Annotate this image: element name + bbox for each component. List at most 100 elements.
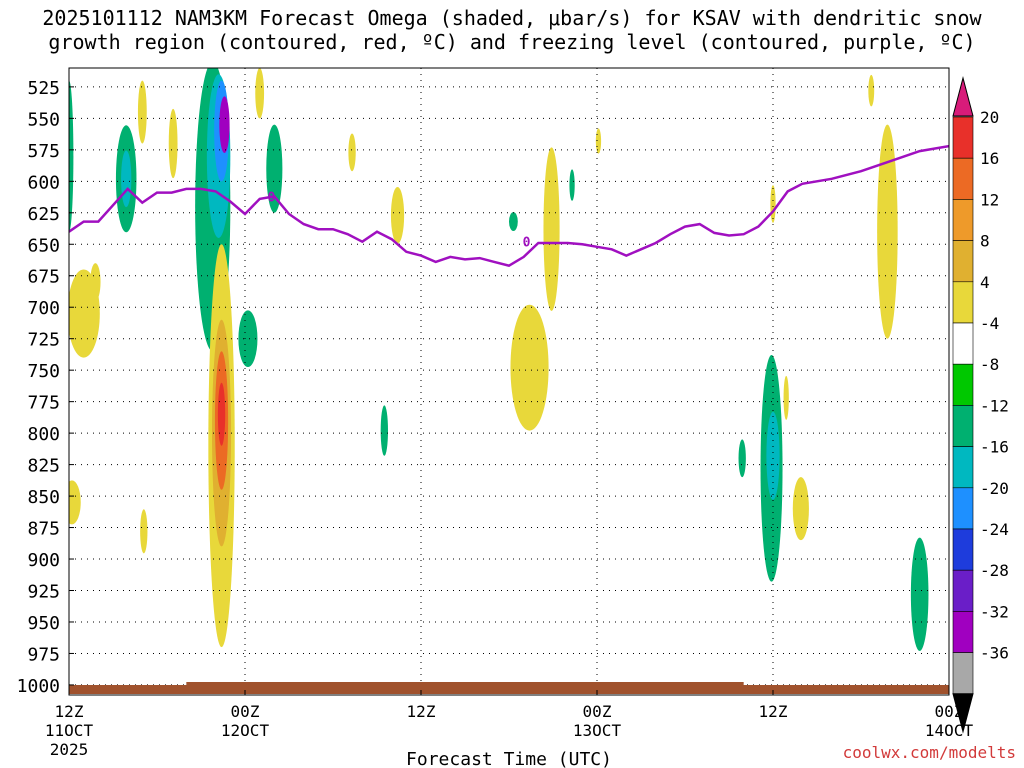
- colorbar-label-6: -8: [980, 355, 999, 374]
- colorbar-label-1: 16: [980, 149, 999, 168]
- omega-region-17: [255, 68, 265, 119]
- watermark: coolwx.com/modelts: [842, 743, 1016, 762]
- omega-region-32: [738, 439, 746, 478]
- x-tick-label-0-year: 2025: [50, 740, 89, 759]
- colorbar-label-2: 12: [980, 190, 999, 209]
- omega-region-20: [348, 133, 356, 172]
- colorbar-label-3: 8: [980, 232, 990, 251]
- colorbar-segment-9: [952, 446, 974, 489]
- omega-region-16: [217, 382, 226, 446]
- omega-region-26: [569, 169, 575, 201]
- colorbar-segment-7: [952, 363, 974, 406]
- freezing-level-line: [69, 144, 949, 268]
- omega-region-19: [238, 310, 258, 368]
- omega-region-34: [877, 124, 898, 339]
- omega-shading-layer: [69, 68, 929, 651]
- colorbar-segment-13: [952, 611, 974, 653]
- chart-title: 2025101112 NAM3KM Forecast Omega (shaded…: [0, 6, 1024, 54]
- y-tick-label-900: 900: [27, 550, 60, 571]
- colorbar-bottom-arrow: [952, 693, 974, 734]
- x-tick-label-3-date: 13OCT: [573, 721, 622, 740]
- y-tick-label-650: 650: [27, 235, 60, 256]
- y-tick-label-825: 825: [27, 456, 60, 477]
- plot-frame: [68, 67, 950, 696]
- colorbar-top-arrow: [952, 76, 974, 117]
- omega-region-25: [543, 147, 560, 311]
- omega-region-23: [509, 212, 518, 232]
- x-tick-label-4-time: 12Z: [759, 702, 788, 721]
- omega-region-12: [219, 96, 230, 153]
- y-tick-label-600: 600: [27, 172, 60, 193]
- omega-region-7: [168, 108, 178, 179]
- omega-region-2: [90, 263, 101, 301]
- omega-region-22: [390, 186, 405, 244]
- y-tick-label-875: 875: [27, 519, 60, 540]
- y-tick-label-775: 775: [27, 393, 60, 414]
- terrain-layer: [69, 682, 949, 694]
- y-tick-label-525: 525: [27, 78, 60, 99]
- x-tick-label-3-time: 00Z: [583, 702, 612, 721]
- omega-region-35: [868, 74, 875, 107]
- omega-region-3: [69, 480, 81, 525]
- colorbar-label-10: -24: [980, 520, 1009, 539]
- colorbar-segment-6: [952, 322, 974, 365]
- freezing-level-label-1: 0: [523, 236, 531, 251]
- omega-region-33: [792, 477, 809, 541]
- x-tick-label-2-time: 12Z: [407, 702, 436, 721]
- x-tick-label-5-date: 14OCT: [925, 721, 974, 740]
- y-tick-label-700: 700: [27, 298, 60, 319]
- colorbar-label-0: 20: [980, 108, 999, 127]
- x-tick-label-0-time: 12Z: [55, 702, 84, 721]
- colorbar-segment-14: [952, 652, 974, 695]
- omega-region-18: [266, 124, 283, 213]
- y-axis: 525 550 575 600 625 650 675 700 725 750 775 800 825 8…: [17, 78, 74, 697]
- freezing-level-layer: 00: [69, 144, 949, 268]
- y-tick-label-750: 750: [27, 361, 60, 382]
- omega-region-5: [121, 150, 132, 208]
- y-tick-label-850: 850: [27, 487, 60, 508]
- colorbar-segment-4: [952, 240, 974, 283]
- omega-region-31: [783, 375, 789, 420]
- y-tick-label-625: 625: [27, 204, 60, 225]
- terrain-surface: [69, 685, 949, 694]
- x-tick-label-0-date: 11OCT: [45, 721, 94, 740]
- x-tick-label-1-date: 12OCT: [221, 721, 270, 740]
- y-tick-label-800: 800: [27, 424, 60, 445]
- chart-title-line-2: growth region (contoured, red, ºC) and f…: [48, 30, 976, 54]
- omega-region-6: [137, 80, 147, 144]
- omega-region-28: [770, 185, 776, 223]
- omega-region-24: [510, 304, 549, 431]
- colorbar: 20 16 12 8 4 -4 -8 -12 -16 -20 -24 -28 -32 -36: [952, 76, 1009, 734]
- terrain-ridge: [186, 682, 744, 686]
- y-tick-label-1000: 1000: [17, 676, 60, 697]
- colorbar-segment-2: [952, 157, 974, 200]
- y-tick-label-575: 575: [27, 141, 60, 162]
- x-tick-label-1-time: 00Z: [231, 702, 260, 721]
- y-tick-label-550: 550: [27, 109, 60, 130]
- y-tick-label-675: 675: [27, 267, 60, 288]
- colorbar-segment-11: [952, 528, 974, 571]
- colorbar-label-13: -36: [980, 644, 1009, 663]
- colorbar-segment-5: [952, 281, 974, 324]
- chart-title-line-1: 2025101112 NAM3KM Forecast Omega (shaded…: [42, 6, 982, 30]
- colorbar-segment-10: [952, 487, 974, 530]
- y-tick-label-975: 975: [27, 644, 60, 665]
- freezing-level-label-0: 0: [267, 190, 275, 205]
- colorbar-segment-3: [952, 199, 974, 241]
- omega-region-30: [766, 411, 780, 500]
- x-axis-label: Forecast Time (UTC): [406, 749, 612, 768]
- colorbar-label-7: -12: [980, 396, 1009, 415]
- colorbar-label-9: -20: [980, 479, 1009, 498]
- omega-region-8: [140, 509, 148, 554]
- colorbar-label-12: -32: [980, 602, 1009, 621]
- colorbar-label-11: -28: [980, 561, 1009, 580]
- colorbar-segment-8: [952, 405, 974, 447]
- colorbar-label-5: -4: [980, 314, 999, 333]
- omega-region-27: [595, 128, 602, 154]
- colorbar-segment-1: [952, 116, 974, 159]
- y-tick-label-725: 725: [27, 330, 60, 351]
- colorbar-segment-12: [952, 569, 974, 612]
- y-tick-label-950: 950: [27, 613, 60, 634]
